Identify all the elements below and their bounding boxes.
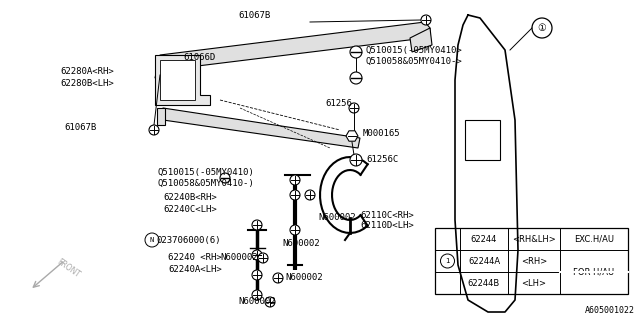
Circle shape xyxy=(220,173,230,183)
Text: 62280A<RH>: 62280A<RH> xyxy=(60,68,114,76)
Text: ①: ① xyxy=(538,23,547,33)
Text: 62110C<RH>: 62110C<RH> xyxy=(360,211,413,220)
Text: <RH>: <RH> xyxy=(521,257,547,266)
Circle shape xyxy=(290,190,300,200)
Text: N600002: N600002 xyxy=(318,213,356,222)
Text: <LH>: <LH> xyxy=(522,278,547,287)
Text: FOR H/AU: FOR H/AU xyxy=(573,268,614,276)
Circle shape xyxy=(252,270,262,280)
Text: Q510015(-05MY0410>: Q510015(-05MY0410> xyxy=(365,45,461,54)
Text: N600002: N600002 xyxy=(238,298,276,307)
Circle shape xyxy=(252,220,262,230)
Text: FRONT: FRONT xyxy=(55,257,81,279)
Text: N600002: N600002 xyxy=(282,238,319,247)
Text: A605001022: A605001022 xyxy=(585,306,635,315)
Polygon shape xyxy=(157,108,165,125)
Text: 62240A<LH>: 62240A<LH> xyxy=(168,265,221,274)
Text: N600002: N600002 xyxy=(285,274,323,283)
Text: 61256: 61256 xyxy=(325,99,352,108)
Polygon shape xyxy=(465,120,500,160)
Circle shape xyxy=(265,297,275,307)
Circle shape xyxy=(252,250,262,260)
Circle shape xyxy=(258,253,268,263)
Text: 62240 <RH>: 62240 <RH> xyxy=(168,253,221,262)
Polygon shape xyxy=(158,108,360,148)
Text: Q510015(-05MY0410): Q510015(-05MY0410) xyxy=(158,167,255,177)
Text: 61066D: 61066D xyxy=(183,53,215,62)
Text: 1: 1 xyxy=(445,258,450,264)
Text: <RH&LH>: <RH&LH> xyxy=(512,235,556,244)
Circle shape xyxy=(350,46,362,58)
Text: Q510058&05MY0410-): Q510058&05MY0410-) xyxy=(158,179,255,188)
Circle shape xyxy=(273,273,283,283)
Text: 61067B: 61067B xyxy=(64,124,96,132)
Text: 61256C: 61256C xyxy=(366,156,398,164)
Text: N600002: N600002 xyxy=(220,253,258,262)
Polygon shape xyxy=(410,28,432,52)
Circle shape xyxy=(149,125,159,135)
Circle shape xyxy=(252,290,262,300)
Text: 023706000(6): 023706000(6) xyxy=(156,236,221,244)
Polygon shape xyxy=(155,55,210,105)
Circle shape xyxy=(349,103,359,113)
Polygon shape xyxy=(160,60,195,100)
Text: 61067B: 61067B xyxy=(238,11,270,20)
Circle shape xyxy=(290,175,300,185)
Polygon shape xyxy=(346,131,358,141)
Text: 62240B<RH>: 62240B<RH> xyxy=(163,194,217,203)
Text: 62244: 62244 xyxy=(471,235,497,244)
Text: 62244A: 62244A xyxy=(468,257,500,266)
Text: 62240C<LH>: 62240C<LH> xyxy=(163,204,217,213)
Text: N: N xyxy=(150,237,154,243)
Text: 62110D<LH>: 62110D<LH> xyxy=(360,221,413,230)
Text: Q510058&05MY0410->: Q510058&05MY0410-> xyxy=(365,57,461,66)
Circle shape xyxy=(421,15,431,25)
Text: EXC.H/AU: EXC.H/AU xyxy=(574,235,614,244)
Circle shape xyxy=(350,72,362,84)
Circle shape xyxy=(350,154,362,166)
Circle shape xyxy=(305,190,315,200)
Text: M000165: M000165 xyxy=(363,129,401,138)
Polygon shape xyxy=(155,22,430,78)
Circle shape xyxy=(290,225,300,235)
Text: 62244B: 62244B xyxy=(468,278,500,287)
Text: 62280B<LH>: 62280B<LH> xyxy=(60,78,114,87)
